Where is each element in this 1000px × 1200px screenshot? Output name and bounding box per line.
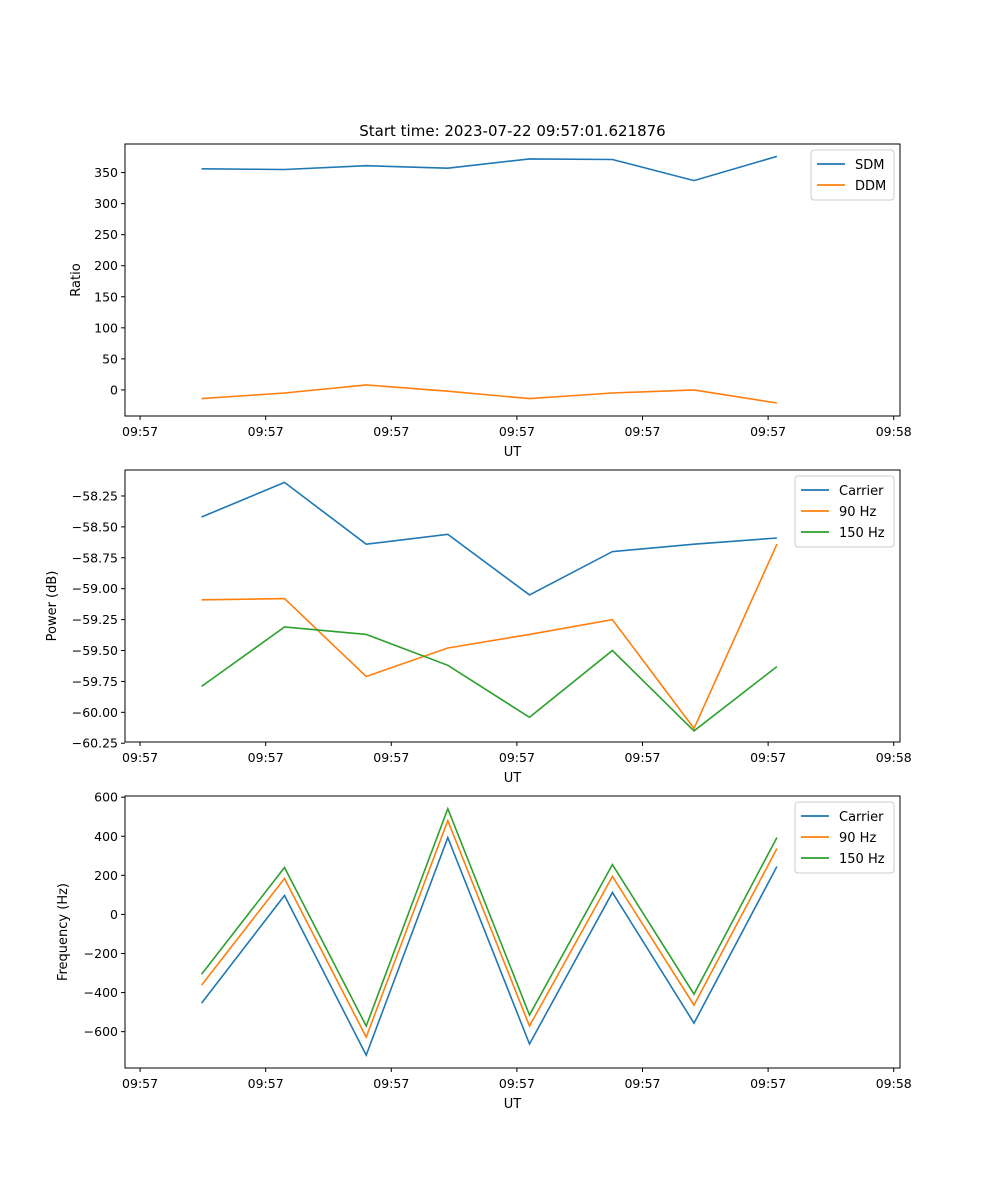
x-tick-label: 09:57 [248, 1076, 284, 1091]
x-tick-label: 09:57 [499, 1076, 535, 1091]
y-tick-label: −60.00 [72, 705, 118, 720]
legend-label: DDM [855, 179, 886, 194]
x-tick-label: 09:57 [248, 750, 284, 765]
axes-frame [124, 469, 901, 743]
x-tick-label: 09:57 [624, 1076, 660, 1091]
subplot-3: 09:57 09:57 09:57 09:57 09:57 09:57 09:58 UT 600… [56, 790, 912, 1112]
legend: SDM DDM [810, 149, 895, 201]
x-tick-label: 09:57 [248, 424, 284, 439]
x-axis-label: UT [504, 445, 522, 460]
x-tick-label: 09:58 [876, 1076, 912, 1091]
y-tick-label: 100 [94, 320, 118, 335]
x-tick-label: 09:58 [876, 424, 912, 439]
x-tick-label: 09:57 [373, 424, 409, 439]
x-tick-label: 09:57 [624, 424, 660, 439]
y-tick-label: −59.75 [72, 674, 118, 689]
x-axis-label: UT [504, 771, 522, 786]
x-tick-label: 09:57 [499, 424, 535, 439]
y-tick-label: 600 [94, 790, 118, 805]
legend: Carrier 90 Hz 150 Hz [794, 801, 895, 874]
subplot-2: 09:57 09:57 09:57 09:57 09:57 09:57 09:58 UT −58… [45, 469, 912, 786]
y-tick-label: 50 [102, 351, 118, 366]
y-tick-label: −200 [84, 946, 118, 961]
y-tick-label: 150 [94, 289, 118, 304]
y-tick-label: −59.50 [72, 643, 118, 658]
y-tick-label: 350 [94, 165, 118, 180]
y-tick-label: −60.25 [72, 736, 118, 751]
legend-label: 150 Hz [839, 526, 885, 541]
legend: Carrier 90 Hz 150 Hz [794, 475, 895, 548]
x-tick-label: 09:57 [122, 424, 158, 439]
series-line-carrier [200, 835, 778, 1058]
axes-frame [124, 143, 901, 417]
legend-label: Carrier [839, 810, 884, 825]
y-tick-label: 300 [94, 196, 118, 211]
y-tick-label: −59.25 [72, 612, 118, 627]
y-tick-label: 200 [94, 258, 118, 273]
series-line-carrier [201, 481, 777, 596]
y-tick-label: −58.25 [72, 488, 118, 503]
legend-label: 150 Hz [839, 852, 885, 867]
y-tick-label: −400 [84, 985, 118, 1000]
y-tick-label: −59.00 [72, 581, 118, 596]
subplot-1: Start time: 2023-07-22 09:57:01.621876 09… [69, 122, 912, 460]
y-tick-label: −58.75 [72, 550, 118, 565]
y-tick-label: 400 [94, 829, 118, 844]
y-tick-label: −58.50 [72, 519, 118, 534]
x-tick-label: 09:57 [750, 1076, 786, 1091]
series-line-150-hz [201, 626, 778, 732]
legend-label: SDM [855, 158, 884, 173]
y-tick-label: 200 [94, 868, 118, 883]
x-tick-label: 09:57 [122, 750, 158, 765]
legend-box [794, 475, 895, 548]
y-tick-label: 250 [94, 227, 118, 242]
axes-frame [124, 795, 901, 1069]
series-line-ddm [201, 384, 778, 404]
y-tick-label: 0 [110, 382, 118, 397]
y-axis-label: Frequency (Hz) [56, 883, 71, 981]
legend-box [794, 801, 895, 874]
x-tick-label: 09:57 [750, 750, 786, 765]
x-tick-label: 09:57 [499, 750, 535, 765]
x-tick-label: 09:57 [624, 750, 660, 765]
series-line-150-hz [200, 806, 778, 1028]
x-tick-label: 09:57 [373, 1076, 409, 1091]
y-tick-label: 0 [110, 907, 118, 922]
series-line-90-hz [201, 543, 778, 730]
legend-label: 90 Hz [839, 831, 876, 846]
y-axis-label: Ratio [69, 263, 84, 296]
y-tick-label: −600 [84, 1024, 118, 1039]
x-tick-label: 09:57 [750, 424, 786, 439]
x-tick-label: 09:57 [373, 750, 409, 765]
x-axis-label: UT [504, 1097, 522, 1112]
x-tick-label: 09:57 [122, 1076, 158, 1091]
chart-title: Start time: 2023-07-22 09:57:01.621876 [359, 122, 665, 140]
legend-label: 90 Hz [839, 505, 876, 520]
series-line-90-hz [200, 818, 778, 1040]
legend-box [810, 149, 895, 201]
series-line-sdm [201, 155, 778, 182]
y-axis-label: Power (dB) [45, 571, 60, 642]
x-tick-label: 09:58 [876, 750, 912, 765]
legend-label: Carrier [839, 484, 884, 499]
